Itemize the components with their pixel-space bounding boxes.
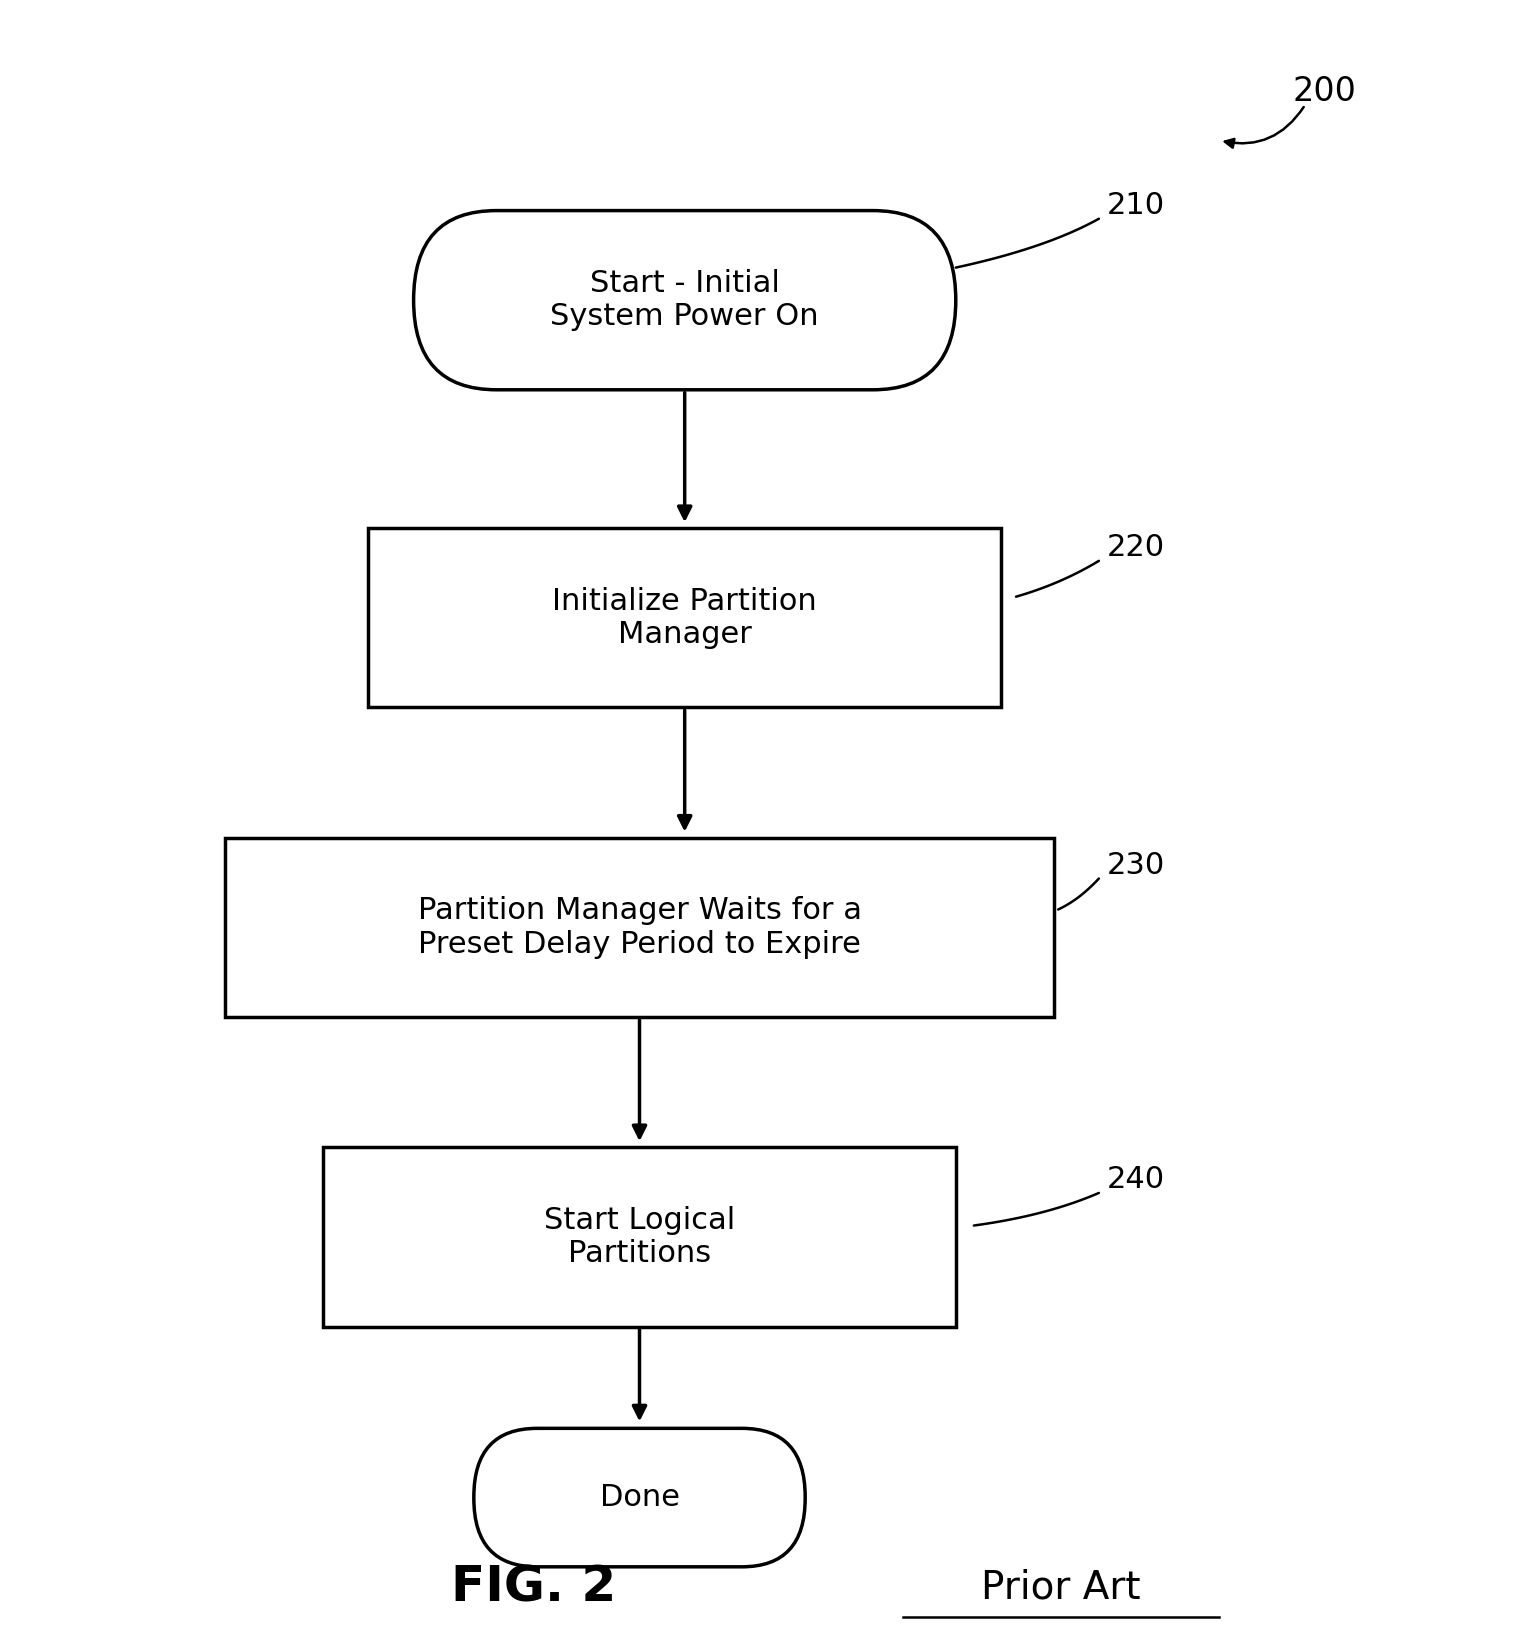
Text: Start Logical
Partitions: Start Logical Partitions <box>544 1206 736 1268</box>
FancyBboxPatch shape <box>225 838 1053 1017</box>
Text: 230: 230 <box>1107 851 1164 881</box>
Text: Initialize Partition
Manager: Initialize Partition Manager <box>552 587 818 649</box>
FancyBboxPatch shape <box>324 1147 956 1326</box>
Text: FIG. 2: FIG. 2 <box>451 1562 617 1612</box>
Text: Done: Done <box>599 1484 679 1512</box>
Text: Prior Art: Prior Art <box>982 1567 1142 1607</box>
Text: 240: 240 <box>1107 1165 1164 1194</box>
Text: 210: 210 <box>1107 191 1164 220</box>
FancyBboxPatch shape <box>474 1428 806 1567</box>
Text: Partition Manager Waits for a
Preset Delay Period to Expire: Partition Manager Waits for a Preset Del… <box>418 895 862 960</box>
Text: Start - Initial
System Power On: Start - Initial System Power On <box>550 269 819 332</box>
Text: 220: 220 <box>1107 534 1164 562</box>
Text: 200: 200 <box>1294 76 1357 108</box>
FancyBboxPatch shape <box>368 529 1002 708</box>
FancyBboxPatch shape <box>413 210 956 389</box>
